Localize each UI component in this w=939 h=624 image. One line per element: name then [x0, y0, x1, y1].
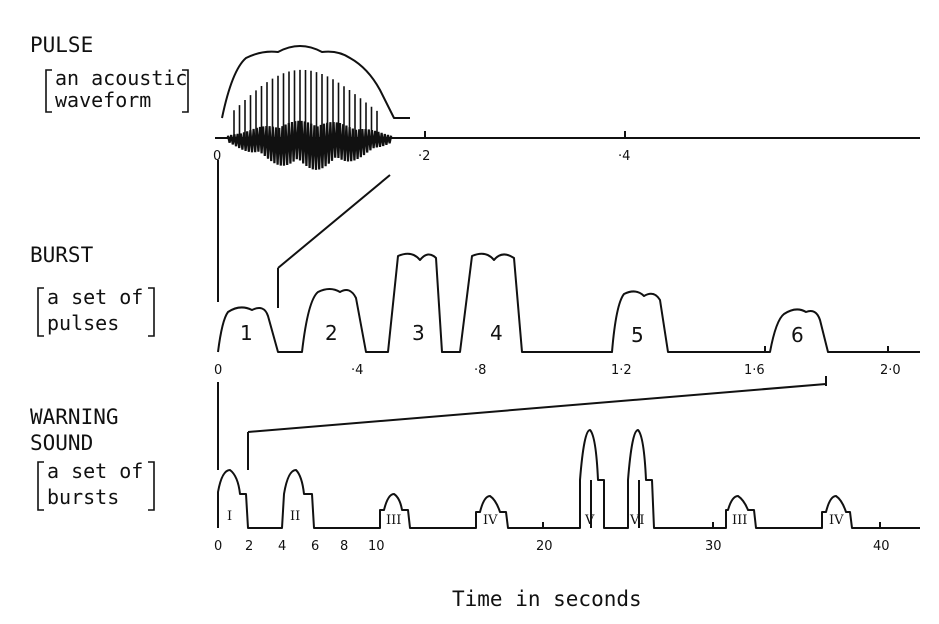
warning-tick-30: 30 — [705, 539, 722, 554]
burst-tick-12: 1·2 — [611, 363, 632, 378]
warning-tick-6: 6 — [311, 539, 319, 554]
pulse-tick-04: ·4 — [618, 149, 630, 164]
burst-tick-20: 2·0 — [880, 363, 901, 378]
warning-desc-left-bracket — [37, 461, 44, 511]
burst-pulse-label-1: 1 — [240, 321, 253, 345]
warning-burst-label-V: V — [584, 513, 595, 528]
warning-burst-label-IV-repeat: IV — [829, 513, 844, 528]
pulse-desc-line2: waveform — [55, 88, 151, 112]
warning-burst-label-IV: IV — [483, 513, 498, 528]
pulse-title: PULSE — [30, 33, 93, 57]
burst-desc-line1: a set of — [47, 285, 143, 309]
burst-desc-left-bracket — [37, 287, 44, 337]
warning-row: WARNING SOUND a set of bursts I II III I… — [30, 405, 920, 554]
warning-title-line1: WARNING — [30, 405, 119, 429]
pulse-waveform — [226, 69, 393, 170]
warning-title-line2: SOUND — [30, 431, 93, 455]
burst-desc-line2: pulses — [47, 311, 119, 335]
warning-desc-line1: a set of — [47, 459, 143, 483]
warning-burst-train — [217, 429, 920, 529]
burst-pulse-label-2: 2 — [325, 321, 338, 345]
burst-row: BURST a set of pulses 1 2 3 4 5 6 0 ·4 ·… — [30, 243, 920, 378]
burst-pulse-label-3: 3 — [412, 321, 425, 345]
x-axis-title: Time in seconds — [452, 587, 642, 611]
warning-burst-label-III-repeat: III — [732, 513, 747, 528]
burst-tick-16: 1·6 — [744, 363, 765, 378]
burst-title: BURST — [30, 243, 94, 267]
warning-tick-8: 8 — [340, 539, 348, 554]
warning-burst-label-III: III — [386, 513, 401, 528]
burst-pulse-label-6: 6 — [791, 323, 804, 347]
warning-burst-label-VI: VI — [629, 513, 645, 528]
warning-burst-label-II: II — [290, 509, 300, 524]
burst-pulse-label-4: 4 — [490, 321, 503, 345]
warning-tick-2: 2 — [245, 539, 253, 554]
warning-burst-label-I: I — [227, 509, 232, 524]
pulse-tick-02: ·2 — [418, 149, 430, 164]
warning-tick-0: 0 — [214, 539, 222, 554]
burst-zoom-line-right-diagonal — [247, 383, 827, 433]
burst-pulse-train — [217, 252, 920, 353]
warning-tick-4: 4 — [278, 539, 286, 554]
pulse-desc-left-bracket — [45, 69, 52, 113]
pulse-envelope — [221, 45, 410, 119]
burst-tick-04: ·4 — [351, 363, 363, 378]
warning-tick-20: 20 — [536, 539, 553, 554]
pulse-tick-0: 0 — [213, 149, 221, 164]
warning-tick-40: 40 — [873, 539, 890, 554]
burst-desc-right-bracket — [148, 287, 155, 337]
pulse-row: PULSE an acoustic waveform 0 ·2 ·4 — [30, 33, 920, 170]
pulse-desc-line1: an acoustic — [55, 66, 187, 90]
pulse-zoom-line-right-diagonal — [277, 174, 391, 269]
pulse-desc-right-bracket — [182, 69, 189, 113]
burst-tick-08: ·8 — [474, 363, 486, 378]
warning-tick-10: 10 — [368, 539, 385, 554]
warning-desc-line2: bursts — [47, 485, 119, 509]
burst-tick-0: 0 — [214, 363, 222, 378]
warning-desc-right-bracket — [148, 461, 155, 511]
burst-pulse-label-5: 5 — [631, 323, 644, 347]
